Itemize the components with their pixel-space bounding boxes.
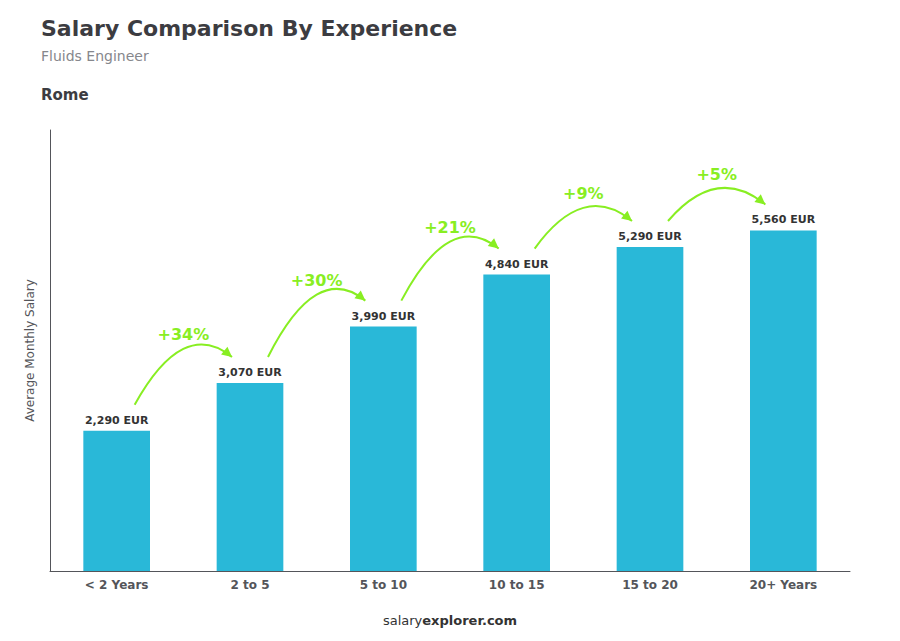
svg-text:Fluids Engineer: Fluids Engineer (41, 48, 149, 64)
svg-text:< 2 Years: < 2 Years (85, 578, 149, 592)
svg-text:+34%: +34% (157, 325, 209, 344)
svg-text:2,290 EUR: 2,290 EUR (85, 414, 149, 427)
svg-text:+30%: +30% (291, 271, 343, 290)
svg-text:3,070 EUR: 3,070 EUR (218, 366, 282, 379)
svg-text:+21%: +21% (424, 218, 476, 237)
svg-text:Rome: Rome (41, 86, 89, 104)
svg-text:3,990 EUR: 3,990 EUR (352, 310, 416, 323)
svg-text:5 to 10: 5 to 10 (360, 578, 407, 592)
svg-text:5,290 EUR: 5,290 EUR (618, 230, 682, 243)
svg-text:+5%: +5% (696, 165, 737, 184)
svg-text:Salary Comparison By Experienc: Salary Comparison By Experience (41, 16, 457, 41)
svg-text:15 to 20: 15 to 20 (622, 578, 678, 592)
svg-text:10 to 15: 10 to 15 (489, 578, 545, 592)
svg-text:5,560 EUR: 5,560 EUR (752, 213, 816, 226)
svg-text:salary: salary (383, 613, 423, 628)
svg-text:4,840 EUR: 4,840 EUR (485, 258, 549, 271)
svg-text:Average Monthly Salary: Average Monthly Salary (23, 279, 37, 422)
svg-text:+9%: +9% (563, 184, 604, 203)
svg-text:2 to 5: 2 to 5 (230, 578, 269, 592)
svg-text:20+ Years: 20+ Years (749, 578, 817, 592)
svg-text:explorer.com: explorer.com (422, 613, 517, 628)
